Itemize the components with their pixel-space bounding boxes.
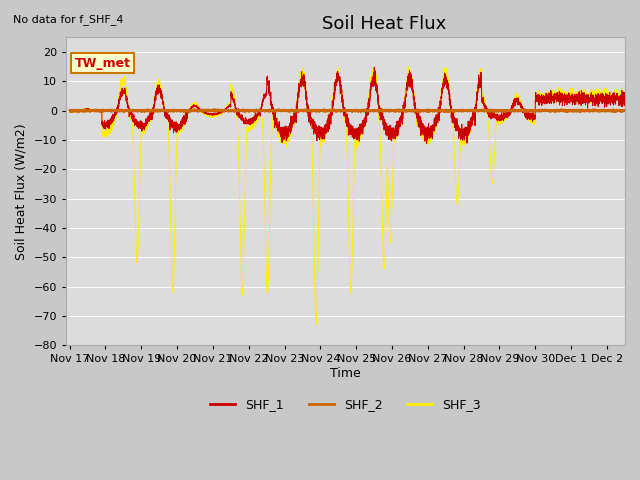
Text: TW_met: TW_met (74, 57, 131, 70)
Y-axis label: Soil Heat Flux (W/m2): Soil Heat Flux (W/m2) (15, 123, 28, 260)
Text: No data for f_SHF_4: No data for f_SHF_4 (13, 14, 124, 25)
Legend: SHF_1, SHF_2, SHF_3: SHF_1, SHF_2, SHF_3 (205, 393, 486, 416)
X-axis label: Time: Time (330, 367, 361, 380)
Title: Soil Heat Flux: Soil Heat Flux (323, 15, 447, 33)
